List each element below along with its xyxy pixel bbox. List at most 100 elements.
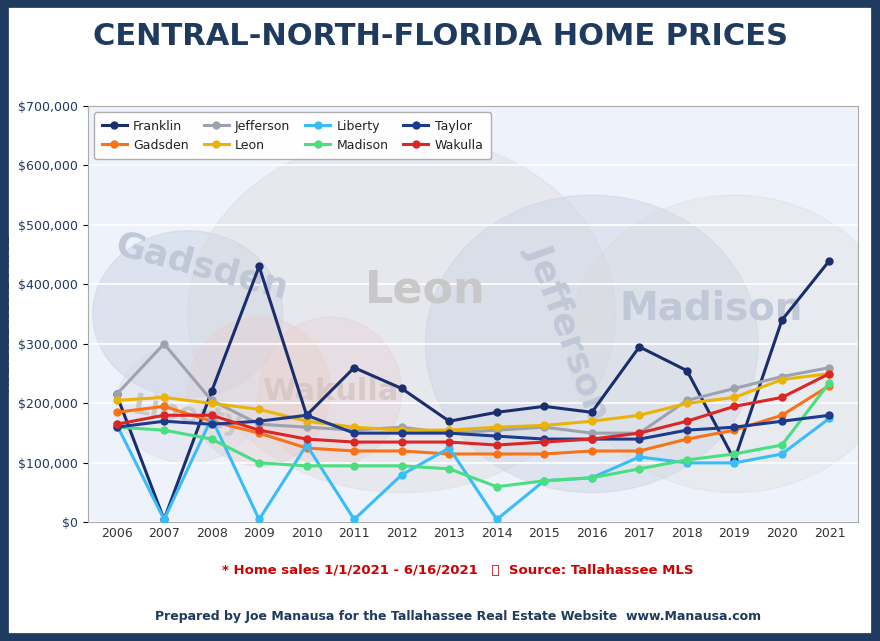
- Liberty: [682, 459, 693, 467]
- Text: Madison: Madison: [619, 289, 803, 327]
- Line: Wakulla: Wakulla: [113, 370, 833, 449]
- Franklin: [634, 343, 645, 351]
- Text: Wakulla: Wakulla: [262, 377, 399, 406]
- Taylor: [206, 420, 216, 428]
- Text: CENTRAL-NORTH-FLORIDA HOME PRICES: CENTRAL-NORTH-FLORIDA HOME PRICES: [92, 22, 788, 51]
- Legend: Franklin, Gadsden, Jefferson, Leon, Liberty, Madison, Taylor, Wakulla: Franklin, Gadsden, Jefferson, Leon, Libe…: [94, 112, 491, 159]
- Taylor: [825, 412, 835, 419]
- Wakulla: [634, 429, 645, 437]
- Ellipse shape: [259, 317, 401, 466]
- Gadsden: [253, 429, 264, 437]
- Liberty: [730, 459, 740, 467]
- Franklin: [444, 417, 454, 425]
- Liberty: [777, 450, 788, 458]
- Line: Liberty: Liberty: [113, 415, 833, 523]
- Liberty: [444, 444, 454, 452]
- Madison: [444, 465, 454, 472]
- Franklin: [111, 390, 121, 398]
- Franklin: [682, 367, 693, 374]
- Leon: [396, 426, 407, 434]
- Liberty: [111, 420, 121, 428]
- Wakulla: [587, 435, 598, 443]
- Leon: [777, 376, 788, 383]
- Wakulla: [730, 403, 740, 410]
- Madison: [777, 441, 788, 449]
- Liberty: [253, 515, 264, 523]
- Madison: [253, 459, 264, 467]
- Leon: [111, 397, 121, 404]
- Text: Prepared by Joe Manausa for the Tallahassee Real Estate Website  www.Manausa.com: Prepared by Joe Manausa for the Tallahas…: [155, 610, 760, 623]
- Liberty: [206, 414, 216, 422]
- Franklin: [301, 412, 312, 419]
- Taylor: [158, 417, 169, 425]
- Franklin: [396, 385, 407, 392]
- Wakulla: [682, 417, 693, 425]
- Ellipse shape: [187, 135, 616, 493]
- Liberty: [492, 515, 502, 523]
- Liberty: [825, 414, 835, 422]
- Wakulla: [777, 394, 788, 401]
- Madison: [539, 477, 550, 485]
- Ellipse shape: [568, 195, 880, 493]
- Leon: [587, 417, 598, 425]
- Taylor: [682, 426, 693, 434]
- Jefferson: [587, 429, 598, 437]
- Text: Jefferson: Jefferson: [521, 240, 615, 424]
- Leon: [348, 423, 359, 431]
- Taylor: [539, 435, 550, 443]
- Jefferson: [539, 423, 550, 431]
- Wakulla: [158, 412, 169, 419]
- Leon: [492, 423, 502, 431]
- Text: Leon: Leon: [365, 269, 486, 312]
- Gadsden: [539, 450, 550, 458]
- Liberty: [634, 453, 645, 461]
- Madison: [634, 465, 645, 472]
- Ellipse shape: [425, 195, 759, 493]
- Leon: [730, 394, 740, 401]
- Jefferson: [396, 423, 407, 431]
- Wakulla: [825, 370, 835, 378]
- Jefferson: [777, 372, 788, 380]
- Leon: [825, 370, 835, 378]
- Franklin: [730, 456, 740, 464]
- Ellipse shape: [187, 317, 330, 466]
- Gadsden: [730, 426, 740, 434]
- Wakulla: [253, 426, 264, 434]
- Gadsden: [492, 450, 502, 458]
- Liberty: [587, 474, 598, 481]
- Jefferson: [111, 390, 121, 398]
- Text: Joe
Manausa
Real Estate: Joe Manausa Real Estate: [48, 568, 110, 601]
- Franklin: [348, 364, 359, 372]
- Jefferson: [444, 429, 454, 437]
- Gadsden: [825, 381, 835, 389]
- Wakulla: [111, 420, 121, 428]
- Leon: [539, 422, 550, 429]
- Line: Franklin: Franklin: [113, 257, 833, 523]
- Line: Taylor: Taylor: [113, 412, 833, 442]
- Taylor: [730, 423, 740, 431]
- Taylor: [492, 432, 502, 440]
- Taylor: [348, 429, 359, 437]
- Taylor: [587, 435, 598, 443]
- Gadsden: [444, 450, 454, 458]
- Madison: [206, 435, 216, 443]
- Franklin: [492, 408, 502, 416]
- Jefferson: [253, 420, 264, 428]
- Gadsden: [206, 417, 216, 425]
- Wakulla: [206, 412, 216, 419]
- Jefferson: [301, 423, 312, 431]
- Liberty: [301, 441, 312, 449]
- Liberty: [348, 515, 359, 523]
- Madison: [825, 379, 835, 387]
- Taylor: [777, 417, 788, 425]
- Text: Liberty: Liberty: [130, 392, 245, 438]
- Madison: [682, 456, 693, 464]
- Madison: [492, 483, 502, 490]
- Franklin: [587, 408, 598, 416]
- Leon: [158, 394, 169, 401]
- Jefferson: [634, 429, 645, 437]
- Gadsden: [158, 403, 169, 410]
- Wakulla: [492, 441, 502, 449]
- Text: Gadsden: Gadsden: [112, 227, 292, 306]
- Leon: [301, 417, 312, 425]
